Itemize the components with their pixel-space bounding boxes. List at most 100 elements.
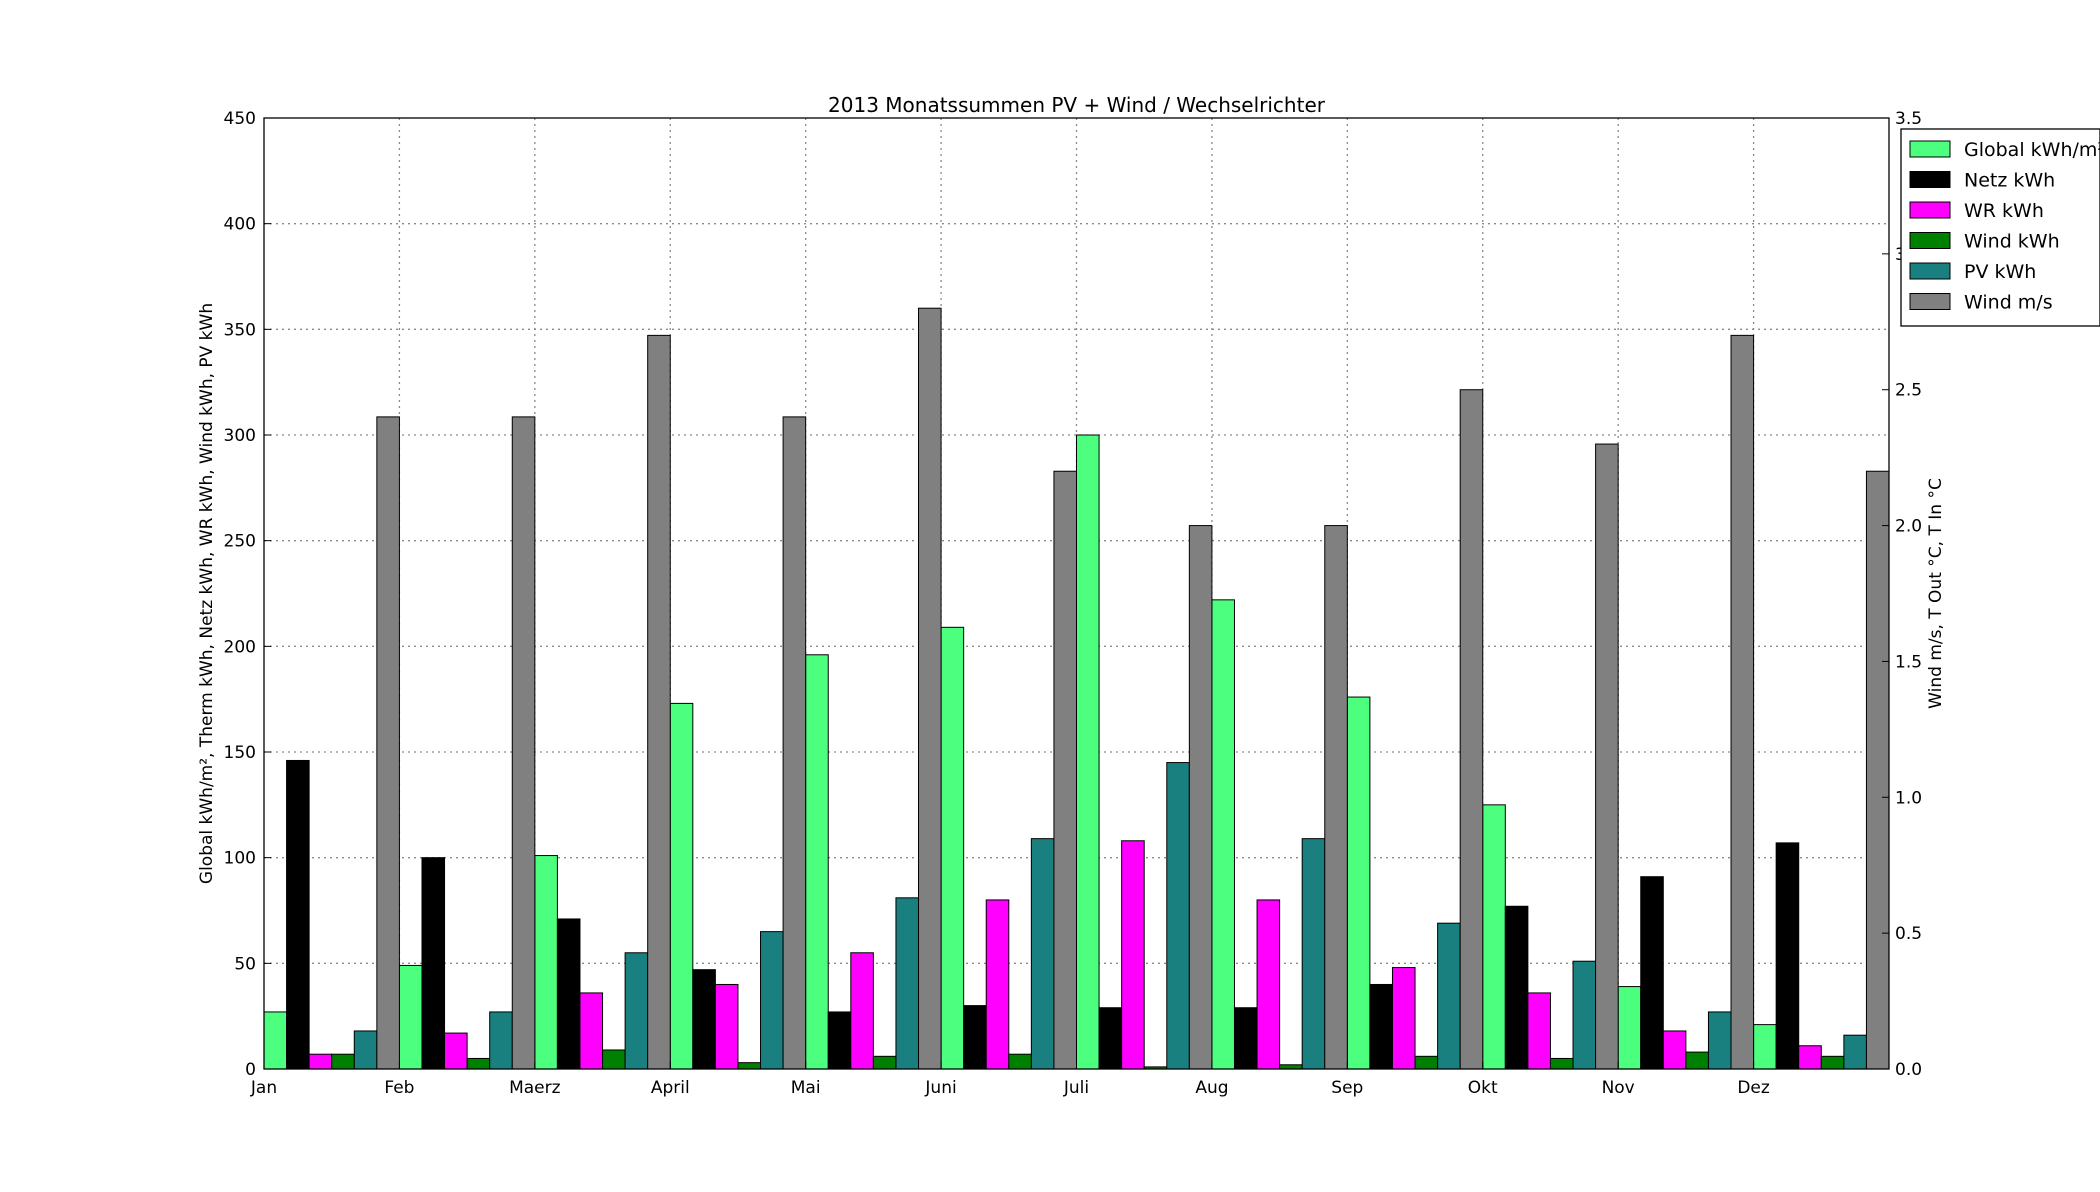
bar bbox=[1008, 1053, 1032, 1070]
bar bbox=[1459, 389, 1484, 1070]
y-tick-label-right: 0.0 bbox=[1895, 1060, 1922, 1080]
bar bbox=[1775, 842, 1800, 1070]
legend-label: Wind kWh bbox=[1964, 231, 2060, 253]
x-tick-label: Nov bbox=[1602, 1078, 1635, 1098]
bars-layer bbox=[263, 307, 1890, 1070]
bar bbox=[1617, 986, 1642, 1070]
legend-swatch bbox=[1909, 293, 1951, 310]
bar bbox=[1595, 443, 1619, 1070]
bar bbox=[1843, 1034, 1867, 1070]
y-tick-label-right: 0.5 bbox=[1895, 924, 1922, 944]
legend-label: Netz kWh bbox=[1964, 170, 2055, 192]
bar bbox=[286, 759, 310, 1070]
legend-label: Global kWh/m² bbox=[1964, 139, 2100, 161]
bar bbox=[1098, 1007, 1123, 1070]
bar bbox=[466, 1057, 491, 1070]
bar bbox=[1076, 434, 1100, 1070]
x-tick-label: Dez bbox=[1737, 1078, 1770, 1098]
x-tick-label: Maerz bbox=[509, 1078, 561, 1098]
bar bbox=[1256, 899, 1281, 1070]
series-netz-1 bbox=[286, 759, 1800, 1070]
bar bbox=[331, 1053, 355, 1070]
legend-swatch bbox=[1909, 140, 1951, 158]
bar bbox=[556, 918, 581, 1070]
bar bbox=[850, 952, 874, 1070]
bar bbox=[647, 334, 671, 1070]
bar bbox=[1730, 334, 1755, 1070]
bar bbox=[940, 626, 965, 1070]
y-tick-label-right: 3.5 bbox=[1895, 109, 1922, 129]
bar bbox=[1662, 1030, 1687, 1070]
bar bbox=[1053, 470, 1077, 1070]
legend-label: PV kWh bbox=[1964, 261, 2036, 283]
y-tick-label-left: 350 bbox=[224, 320, 256, 340]
bar bbox=[918, 307, 942, 1070]
x-tick-label: Jan bbox=[250, 1078, 277, 1098]
bar bbox=[1707, 1011, 1732, 1070]
bar bbox=[1437, 922, 1461, 1070]
bar bbox=[872, 1055, 897, 1070]
x-tick-label: Aug bbox=[1195, 1078, 1228, 1098]
legend-swatch bbox=[1909, 232, 1951, 249]
bar bbox=[444, 1032, 468, 1070]
bar bbox=[692, 969, 716, 1070]
bar bbox=[1346, 696, 1371, 1070]
bar bbox=[421, 857, 446, 1070]
y-tick-label-left: 150 bbox=[224, 743, 256, 763]
bar bbox=[398, 964, 423, 1070]
bar bbox=[263, 1011, 288, 1070]
y-axis-label-right: Wind m/s, T Out °C, T In °C bbox=[1926, 478, 1946, 709]
x-tick-label: Feb bbox=[384, 1078, 414, 1098]
bar bbox=[1391, 967, 1416, 1070]
bar bbox=[1798, 1045, 1822, 1070]
x-tick-label: Okt bbox=[1468, 1078, 1498, 1098]
bar bbox=[1820, 1055, 1845, 1070]
bar bbox=[1865, 470, 1890, 1070]
bar bbox=[1527, 992, 1551, 1070]
bar bbox=[511, 416, 536, 1070]
bar bbox=[714, 983, 739, 1070]
bar bbox=[963, 1005, 987, 1070]
bar bbox=[624, 952, 649, 1070]
bar bbox=[782, 416, 807, 1070]
bar bbox=[534, 855, 558, 1070]
bar bbox=[1121, 840, 1145, 1070]
bar bbox=[353, 1030, 378, 1070]
y-tick-label-left: 0 bbox=[245, 1060, 256, 1080]
y-tick-label-right: 1.0 bbox=[1895, 788, 1922, 808]
y-tick-label-left: 200 bbox=[224, 637, 256, 657]
y-tick-label-left: 250 bbox=[224, 532, 256, 552]
bar bbox=[1549, 1057, 1574, 1070]
bar bbox=[1188, 525, 1213, 1070]
legend-label: Wind m/s bbox=[1964, 292, 2053, 314]
bar bbox=[1369, 983, 1393, 1070]
y-tick-label-left: 400 bbox=[224, 215, 256, 235]
series-pv-4 bbox=[353, 762, 1867, 1070]
bar bbox=[805, 654, 829, 1070]
legend: Global kWh/m² Netz kWh WR kWh Wind kWh PV kW… bbox=[1900, 128, 2100, 327]
bar bbox=[760, 931, 784, 1070]
bar bbox=[1030, 838, 1055, 1070]
bar bbox=[1572, 960, 1597, 1070]
bar bbox=[1166, 762, 1190, 1070]
series-wind-5 bbox=[376, 307, 1890, 1070]
y-tick-label-right: 2.5 bbox=[1895, 381, 1922, 401]
bar bbox=[1504, 905, 1529, 1070]
y-tick-label-right: 2.0 bbox=[1895, 517, 1922, 537]
y-tick-label-right: 1.5 bbox=[1895, 652, 1922, 672]
bar bbox=[1233, 1007, 1258, 1070]
bar bbox=[1482, 804, 1506, 1070]
bar bbox=[308, 1053, 333, 1070]
bar bbox=[489, 1011, 513, 1070]
bar bbox=[1685, 1051, 1709, 1070]
x-tick-label: Juni bbox=[924, 1078, 956, 1098]
bar bbox=[827, 1011, 852, 1070]
y-axis-label-left: Global kWh/m², Therm kWh, Netz kWh, WR k… bbox=[197, 303, 217, 884]
bar bbox=[1324, 525, 1348, 1070]
bar bbox=[602, 1049, 626, 1070]
bar bbox=[1301, 838, 1326, 1070]
bar bbox=[376, 416, 400, 1070]
x-tick-label: Mai bbox=[791, 1078, 821, 1098]
x-tick-label: April bbox=[651, 1078, 690, 1098]
